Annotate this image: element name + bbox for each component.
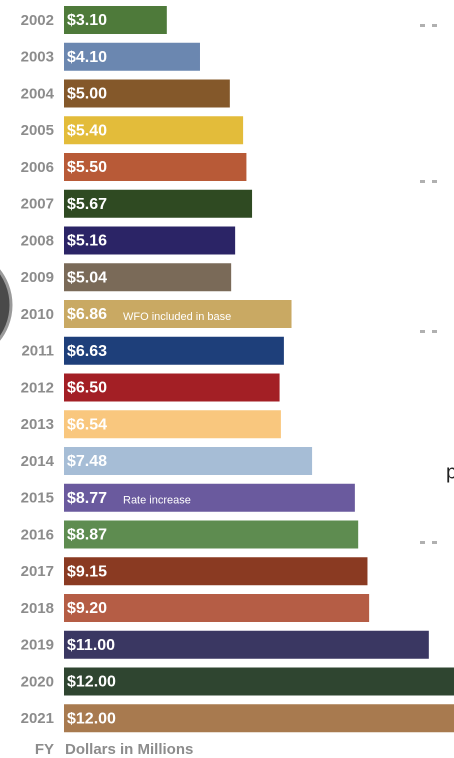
bar — [64, 300, 292, 328]
value-label: $6.63 — [67, 343, 107, 360]
annotation: WFO included in base — [123, 311, 231, 323]
bar — [64, 410, 281, 439]
bar — [64, 520, 359, 549]
decor-dashes — [420, 24, 437, 544]
bar — [64, 667, 454, 696]
bar — [64, 557, 368, 586]
value-label: $5.50 — [67, 159, 107, 176]
value-label: $6.50 — [67, 380, 107, 397]
category-label: 2021 — [21, 710, 54, 727]
value-label: $9.15 — [67, 563, 107, 580]
bar — [64, 116, 244, 145]
bar — [64, 447, 313, 475]
category-label: 2019 — [21, 637, 54, 654]
category-label: 2009 — [21, 269, 54, 286]
category-label: 2015 — [21, 490, 54, 507]
value-label: $5.04 — [67, 269, 107, 286]
value-label: $11.00 — [67, 637, 115, 654]
bar — [64, 373, 280, 402]
category-axis-label: FY — [35, 741, 54, 758]
bar — [64, 483, 355, 512]
bar — [64, 153, 247, 181]
category-label: 2011 — [21, 343, 54, 360]
value-label: $6.86 — [67, 306, 107, 323]
category-label: 2005 — [21, 122, 54, 139]
value-label: $9.20 — [67, 600, 107, 617]
bar — [64, 594, 370, 622]
value-label: $5.00 — [67, 86, 107, 103]
bar — [64, 189, 253, 218]
category-label: 2008 — [21, 232, 54, 249]
value-label: $5.67 — [67, 196, 107, 213]
value-label: $3.10 — [67, 12, 107, 29]
value-label: $4.10 — [67, 49, 107, 66]
bar — [64, 6, 167, 34]
value-axis-label: Dollars in Millions — [65, 741, 193, 758]
category-label: 2006 — [21, 159, 54, 176]
category-label: 2002 — [21, 12, 54, 29]
bar — [64, 226, 236, 255]
bar — [64, 336, 284, 365]
value-label: $12.00 — [67, 710, 116, 727]
category-label: 2018 — [21, 600, 54, 617]
category-label: 2017 — [21, 563, 54, 580]
value-label: $8.87 — [67, 527, 107, 544]
value-label: $5.40 — [67, 122, 107, 139]
category-label: 2014 — [21, 453, 55, 470]
value-label: $12.00 — [67, 674, 116, 691]
bar — [64, 42, 200, 71]
bar — [64, 79, 230, 108]
annotation: Rate increase — [123, 495, 191, 507]
value-label: $7.48 — [67, 453, 107, 470]
bar — [64, 263, 232, 292]
category-label: 2013 — [21, 416, 54, 433]
category-label: 2016 — [21, 526, 54, 543]
category-label: 2007 — [21, 196, 54, 213]
category-label: 2010 — [21, 306, 54, 323]
value-label: $6.54 — [67, 416, 107, 433]
category-label: 2004 — [21, 85, 55, 102]
decor-circle — [0, 269, 13, 341]
category-label: 2020 — [21, 673, 54, 690]
side-text: p — [446, 461, 454, 483]
value-label: $5.16 — [67, 233, 107, 250]
bar — [64, 704, 454, 733]
category-label: 2012 — [21, 379, 54, 396]
bar — [64, 630, 429, 659]
category-label: 2003 — [21, 49, 54, 66]
value-label: $8.77 — [67, 490, 107, 507]
